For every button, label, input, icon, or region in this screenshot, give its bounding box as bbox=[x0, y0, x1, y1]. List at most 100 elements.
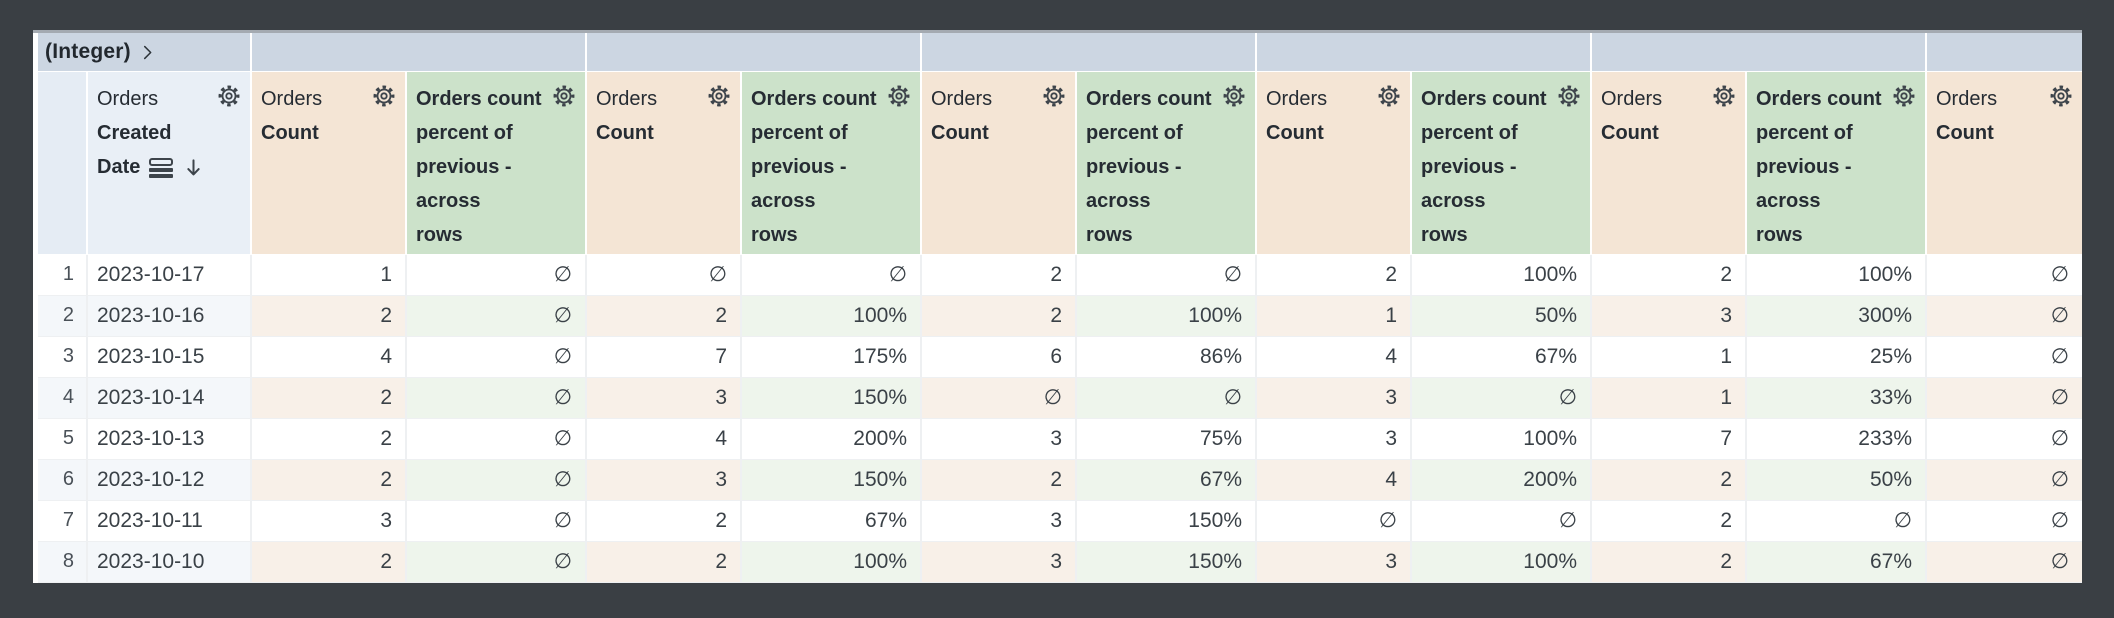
date-cell[interactable]: 2023-10-17 bbox=[88, 255, 252, 296]
gear-icon[interactable] bbox=[1221, 83, 1247, 109]
count-value-cell[interactable]: 2 bbox=[1592, 542, 1747, 583]
count-value-cell[interactable]: 2 bbox=[1592, 501, 1747, 542]
percent-value-cell[interactable]: 150% bbox=[742, 460, 922, 501]
column-header-orders-count-percent-of-previous[interactable]: Orders count percent of previous - across ro… bbox=[742, 72, 922, 254]
count-value-cell[interactable]: 2 bbox=[1257, 255, 1412, 296]
percent-value-cell[interactable]: 100% bbox=[1412, 255, 1592, 296]
count-value-cell[interactable]: 7 bbox=[587, 337, 742, 378]
count-value-cell[interactable]: 3 bbox=[587, 460, 742, 501]
count-value-cell[interactable]: 2 bbox=[252, 296, 407, 337]
percent-value-cell[interactable]: 25% bbox=[1747, 337, 1927, 378]
gear-icon[interactable] bbox=[2048, 83, 2074, 109]
date-cell[interactable]: 2023-10-16 bbox=[88, 296, 252, 337]
count-value-cell[interactable]: 2 bbox=[922, 296, 1077, 337]
gear-icon[interactable] bbox=[886, 83, 912, 109]
pivot-field-header[interactable]: (Integer) bbox=[38, 33, 252, 71]
date-cell[interactable]: 2023-10-11 bbox=[88, 501, 252, 542]
count-value-cell[interactable]: 2 bbox=[252, 419, 407, 460]
date-cell[interactable]: 2023-10-13 bbox=[88, 419, 252, 460]
gear-icon[interactable] bbox=[1711, 83, 1737, 109]
column-header-orders-count[interactable]: Orders Count bbox=[587, 72, 742, 254]
percent-value-cell[interactable]: 67% bbox=[1747, 542, 1927, 583]
calc-name-line: Orders count bbox=[1421, 88, 1547, 110]
column-header-orders-count-percent-of-previous[interactable]: Orders count percent of previous - across ro… bbox=[1747, 72, 1927, 254]
gear-icon[interactable] bbox=[1376, 83, 1402, 109]
percent-value-cell[interactable]: 50% bbox=[1412, 296, 1592, 337]
percent-value-cell[interactable]: 33% bbox=[1747, 378, 1927, 419]
column-header-orders-count-percent-of-previous[interactable]: Orders count percent of previous - across ro… bbox=[407, 72, 587, 254]
column-header-orders-count-percent-of-previous[interactable]: Orders count percent of previous - across ro… bbox=[1412, 72, 1592, 254]
count-value-cell[interactable]: 3 bbox=[252, 501, 407, 542]
gear-icon[interactable] bbox=[706, 83, 732, 109]
percent-value-cell[interactable]: 150% bbox=[742, 378, 922, 419]
percent-value-cell[interactable]: 100% bbox=[742, 542, 922, 583]
field-name-label: Count bbox=[596, 122, 654, 144]
percent-value-cell[interactable]: 175% bbox=[742, 337, 922, 378]
count-value-cell[interactable]: 2 bbox=[587, 501, 742, 542]
count-value-cell[interactable]: 4 bbox=[252, 337, 407, 378]
column-header-orders-count[interactable]: Orders Count bbox=[1927, 72, 2082, 254]
count-value-cell[interactable]: 7 bbox=[1592, 419, 1747, 460]
percent-value-cell[interactable]: 150% bbox=[1077, 501, 1257, 542]
percent-value-cell[interactable]: 300% bbox=[1747, 296, 1927, 337]
column-header-orders-count[interactable]: Orders Count bbox=[1592, 72, 1747, 254]
count-value-cell[interactable]: 3 bbox=[1257, 542, 1412, 583]
percent-value-cell[interactable]: 100% bbox=[1412, 542, 1592, 583]
count-value-cell[interactable]: 6 bbox=[922, 337, 1077, 378]
count-value-cell[interactable]: 4 bbox=[1257, 460, 1412, 501]
count-value-cell[interactable]: 2 bbox=[1592, 255, 1747, 296]
column-header-orders-count[interactable]: Orders Count bbox=[252, 72, 407, 254]
count-value-cell[interactable]: 4 bbox=[587, 419, 742, 460]
column-header-orders-count[interactable]: Orders Count bbox=[1257, 72, 1412, 254]
gear-icon[interactable] bbox=[1556, 83, 1582, 109]
percent-value-cell[interactable]: 100% bbox=[1412, 419, 1592, 460]
percent-value-cell[interactable]: 233% bbox=[1747, 419, 1927, 460]
column-header-orders-count[interactable]: Orders Count bbox=[922, 72, 1077, 254]
count-value-cell[interactable]: 2 bbox=[1592, 460, 1747, 501]
date-cell[interactable]: 2023-10-12 bbox=[88, 460, 252, 501]
count-value-cell[interactable]: 1 bbox=[1592, 337, 1747, 378]
date-cell[interactable]: 2023-10-15 bbox=[88, 337, 252, 378]
count-value-cell[interactable]: 3 bbox=[922, 419, 1077, 460]
percent-value-cell[interactable]: 67% bbox=[1077, 460, 1257, 501]
gear-icon[interactable] bbox=[551, 83, 577, 109]
count-value-cell[interactable]: 3 bbox=[1592, 296, 1747, 337]
gear-icon[interactable] bbox=[1041, 83, 1067, 109]
count-value-cell[interactable]: 3 bbox=[1257, 378, 1412, 419]
date-cell[interactable]: 2023-10-14 bbox=[88, 378, 252, 419]
count-value-cell[interactable]: 1 bbox=[1257, 296, 1412, 337]
count-value-cell[interactable]: 4 bbox=[1257, 337, 1412, 378]
count-value-cell[interactable]: 2 bbox=[922, 255, 1077, 296]
count-value-cell[interactable]: 2 bbox=[587, 296, 742, 337]
count-value-cell[interactable]: 3 bbox=[922, 542, 1077, 583]
count-value-cell[interactable]: 2 bbox=[587, 542, 742, 583]
count-value-cell[interactable]: 3 bbox=[587, 378, 742, 419]
percent-value-cell[interactable]: 67% bbox=[1412, 337, 1592, 378]
date-cell[interactable]: 2023-10-10 bbox=[88, 542, 252, 583]
count-value-cell[interactable]: 3 bbox=[922, 501, 1077, 542]
expand-chevron-icon[interactable] bbox=[138, 43, 157, 62]
percent-value-cell[interactable]: 100% bbox=[1747, 255, 1927, 296]
count-value-cell[interactable]: 2 bbox=[252, 460, 407, 501]
percent-value-cell[interactable]: 100% bbox=[742, 296, 922, 337]
percent-value-cell[interactable]: 75% bbox=[1077, 419, 1257, 460]
percent-value-cell[interactable]: 200% bbox=[742, 419, 922, 460]
percent-value-cell[interactable]: 100% bbox=[1077, 296, 1257, 337]
field-name-label: Count bbox=[261, 122, 319, 144]
percent-value-cell[interactable]: 50% bbox=[1747, 460, 1927, 501]
gear-icon[interactable] bbox=[1891, 83, 1917, 109]
percent-value-cell[interactable]: 86% bbox=[1077, 337, 1257, 378]
percent-value-cell[interactable]: 150% bbox=[1077, 542, 1257, 583]
percent-value-cell[interactable]: 200% bbox=[1412, 460, 1592, 501]
count-value-cell[interactable]: 1 bbox=[1592, 378, 1747, 419]
column-header-orders-created-date[interactable]: Orders Created Date bbox=[88, 72, 252, 254]
column-header-orders-count-percent-of-previous[interactable]: Orders count percent of previous - across ro… bbox=[1077, 72, 1257, 254]
count-value-cell[interactable]: 2 bbox=[252, 378, 407, 419]
count-value-cell[interactable]: 3 bbox=[1257, 419, 1412, 460]
percent-value-cell[interactable]: 67% bbox=[742, 501, 922, 542]
count-value-cell[interactable]: 2 bbox=[252, 542, 407, 583]
count-value-cell[interactable]: 1 bbox=[252, 255, 407, 296]
gear-icon[interactable] bbox=[216, 83, 242, 109]
count-value-cell[interactable]: 2 bbox=[922, 460, 1077, 501]
gear-icon[interactable] bbox=[371, 83, 397, 109]
